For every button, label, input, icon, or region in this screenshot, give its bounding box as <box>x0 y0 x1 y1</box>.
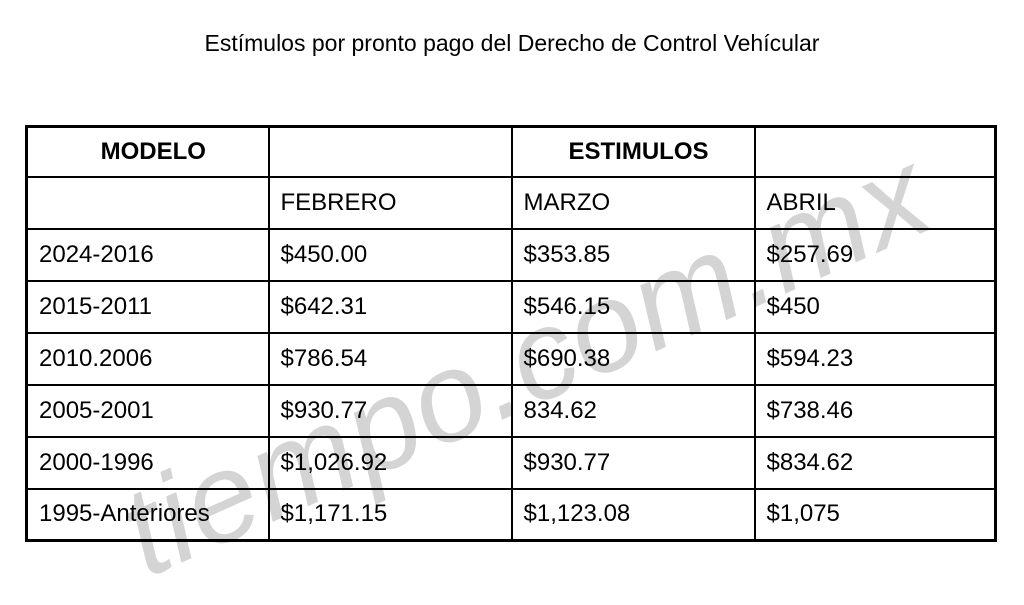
model-cell: 2015-2011 <box>25 279 270 334</box>
value-cell: $450 <box>753 279 997 334</box>
estimulos-table: MODELO ESTIMULOS FEBRERO MARZO ABRIL 202… <box>25 125 997 542</box>
page-title: Estímulos por pronto pago del Derecho de… <box>204 30 820 56</box>
value-cell: $642.31 <box>267 279 513 334</box>
value-cell: $690.38 <box>510 331 756 386</box>
table-row: 1995-Anteriores $1,171.15 $1,123.08 $1,0… <box>25 487 997 542</box>
model-cell: 2005-2001 <box>25 383 270 438</box>
header-cell-estimulos: ESTIMULOS <box>510 125 756 178</box>
table-row: 2005-2001 $930.77 834.62 $738.46 <box>25 383 997 438</box>
value-cell: $1,171.15 <box>267 487 513 542</box>
value-cell: $450.00 <box>267 227 513 282</box>
value-cell: $834.62 <box>753 435 997 490</box>
header-cell-empty-1 <box>267 125 513 178</box>
table-header-row-2: FEBRERO MARZO ABRIL <box>25 175 997 230</box>
value-cell: $257.69 <box>753 227 997 282</box>
value-cell: 834.62 <box>510 383 756 438</box>
value-cell: $594.23 <box>753 331 997 386</box>
value-cell: $546.15 <box>510 279 756 334</box>
header-cell-modelo: MODELO <box>25 125 270 178</box>
header-cell-empty-3 <box>25 175 270 230</box>
table-row: 2015-2011 $642.31 $546.15 $450 <box>25 279 997 334</box>
model-cell: 1995-Anteriores <box>25 487 270 542</box>
value-cell: $930.77 <box>510 435 756 490</box>
table-row: 2000-1996 $1,026.92 $930.77 $834.62 <box>25 435 997 490</box>
value-cell: $930.77 <box>267 383 513 438</box>
value-cell: $1,123.08 <box>510 487 756 542</box>
value-cell: $786.54 <box>267 331 513 386</box>
value-cell: $1,075 <box>753 487 997 542</box>
table-header-row-1: MODELO ESTIMULOS <box>25 125 997 178</box>
value-cell: $738.46 <box>753 383 997 438</box>
header-cell-empty-2 <box>753 125 997 178</box>
model-cell: 2010.2006 <box>25 331 270 386</box>
table-row: 2010.2006 $786.54 $690.38 $594.23 <box>25 331 997 386</box>
model-cell: 2000-1996 <box>25 435 270 490</box>
month-header-febrero: FEBRERO <box>267 175 513 230</box>
table-row: 2024-2016 $450.00 $353.85 $257.69 <box>25 227 997 282</box>
month-header-abril: ABRIL <box>753 175 997 230</box>
value-cell: $1,026.92 <box>267 435 513 490</box>
value-cell: $353.85 <box>510 227 756 282</box>
model-cell: 2024-2016 <box>25 227 270 282</box>
month-header-marzo: MARZO <box>510 175 756 230</box>
